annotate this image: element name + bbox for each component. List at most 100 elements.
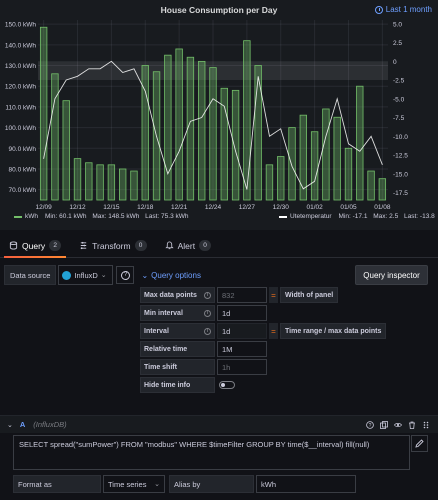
bar: [356, 85, 364, 201]
x-tick-label: 12/12: [69, 204, 86, 211]
y-right-tick-label: -12.5: [393, 153, 408, 160]
duplicate-icon[interactable]: [380, 420, 388, 429]
x-tick-label: 01/08: [374, 204, 391, 211]
bar: [310, 131, 319, 201]
y-left-tick-label: 90.0 kWh: [9, 146, 37, 153]
chart-legend: kWh Min: 60.1 kWh Max: 148.5 kWh Last: 7…: [0, 213, 438, 225]
legend-min-kwh: Min: 60.1 kWh: [45, 213, 87, 220]
y-left-tick-label: 140.0 kWh: [5, 42, 36, 49]
tab-transform[interactable]: Transform 0: [70, 234, 155, 258]
y-right-tick-label: -7.5: [393, 115, 405, 122]
bell-icon: [164, 241, 174, 250]
legend-last-kwh: Last: 75.3 kWh: [145, 213, 189, 220]
alias-by-input[interactable]: kWh: [256, 475, 356, 493]
hide-time-info-label: Hide time info: [144, 381, 191, 389]
query-options-toggle[interactable]: ⌄ Query options: [141, 271, 201, 280]
editor-tabs: Query 2 Transform 0 Alert 0: [0, 234, 438, 258]
info-icon[interactable]: i: [204, 327, 211, 335]
legend-item-kwh[interactable]: kWh Min: 60.1 kWh Max: 148.5 kWh Last: 7…: [14, 213, 189, 220]
datasource-label: Data source: [4, 265, 57, 285]
y-right-tick-label: -5.0: [393, 96, 405, 103]
raw-query-textarea[interactable]: SELECT spread("sumPower") FROM "modbus" …: [13, 435, 410, 470]
max-data-points-input[interactable]: 832: [217, 287, 267, 303]
query-inspector-button[interactable]: Query inspector: [355, 265, 428, 285]
help-icon[interactable]: ?: [366, 420, 374, 429]
min-interval-input[interactable]: 1d: [217, 305, 267, 321]
format-as-select[interactable]: Time series ⌄: [103, 475, 165, 493]
bar: [73, 158, 82, 201]
query-row-header[interactable]: ⌄ A (InfluxDB) ?: [0, 415, 438, 433]
bar: [344, 147, 353, 201]
option-interval: Interval i 1d = Time range / max data poi…: [140, 323, 387, 339]
bar: [378, 178, 387, 201]
query-datasource-name: (InfluxDB): [33, 420, 67, 429]
max-data-points-desc: Width of panel: [280, 287, 339, 303]
svg-text:?: ?: [369, 423, 372, 429]
x-tick-label: 01/05: [340, 204, 357, 211]
bar: [277, 156, 285, 201]
bar: [220, 87, 228, 201]
bar: [333, 116, 341, 201]
y-right-tick-label: -17.5: [393, 190, 408, 197]
tab-alert[interactable]: Alert 0: [156, 234, 220, 258]
bar: [367, 170, 375, 201]
x-tick-label: 12/27: [239, 204, 256, 211]
format-as-value: Time series: [108, 479, 147, 489]
bar: [141, 65, 149, 201]
clock-icon: [374, 5, 383, 14]
drag-handle-icon[interactable]: [422, 421, 430, 429]
chevron-down-icon[interactable]: ⌄: [7, 421, 13, 429]
y-left-tick-label: 120.0 kWh: [5, 84, 36, 91]
x-tick-label: 12/24: [205, 204, 222, 211]
max-data-points-label: Max data points: [144, 291, 197, 299]
time-shift-input[interactable]: 1h: [217, 359, 267, 375]
bar: [62, 100, 70, 201]
bar: [164, 54, 172, 201]
tab-alert-label: Alert: [177, 240, 196, 251]
relative-time-input[interactable]: 1M: [217, 341, 267, 357]
tab-query[interactable]: Query 2: [0, 234, 70, 258]
alias-by-label: Alias by: [169, 475, 254, 493]
tab-transform-count: 0: [134, 240, 147, 251]
y-right-tick-label: 0: [393, 59, 397, 66]
x-tick-label: 12/18: [137, 204, 154, 211]
threshold-band: [38, 61, 388, 80]
x-tick-label: 12/30: [273, 204, 290, 211]
toggle-edit-mode-button[interactable]: [411, 435, 428, 452]
y-left-tick-label: 150.0 kWh: [5, 22, 36, 29]
legend-item-temp[interactable]: Utetemperatur Min: -17.1 Max: 2.5 Last: …: [279, 213, 435, 220]
panel-resize-divider[interactable]: [0, 230, 438, 234]
option-relative-time: Relative time 1M: [140, 341, 267, 357]
legend-swatch-temp: [279, 215, 287, 218]
datasource-row: Data source InfluxD ⌄ ? ⌄ Query options: [4, 265, 201, 285]
legend-last-temp: Last: -13.8: [404, 213, 435, 220]
y-right-tick-label: 2.5: [393, 40, 402, 47]
trash-icon[interactable]: [408, 421, 416, 429]
legend-swatch-kwh: [14, 215, 22, 218]
bar: [198, 60, 206, 201]
consumption-chart: 150.0 kWh 140.0 kWh 130.0 kWh 120.0 kWh 110.…: [5, 20, 408, 211]
bar: [96, 164, 104, 201]
min-interval-label: Min interval: [144, 309, 183, 317]
panel-title: House Consumption per Day: [160, 5, 278, 15]
equals-sign: =: [269, 287, 278, 303]
info-icon[interactable]: i: [204, 291, 211, 299]
y-left-tick-label: 110.0 kWh: [5, 104, 36, 111]
option-time-shift: Time shift 1h: [140, 359, 267, 375]
time-range-picker[interactable]: Last 1 month: [374, 5, 432, 14]
tab-transform-label: Transform: [92, 240, 131, 251]
hide-time-info-toggle[interactable]: [219, 381, 235, 389]
datasource-help-button[interactable]: ?: [116, 266, 135, 284]
format-row: Format as Time series ⌄ Alias by kWh: [13, 475, 356, 493]
x-tick-label: 12/21: [171, 204, 188, 211]
info-icon[interactable]: i: [204, 309, 211, 317]
query-ref-id[interactable]: A: [19, 420, 26, 429]
tab-alert-count: 0: [199, 240, 212, 251]
time-shift-label: Time shift: [144, 363, 177, 371]
bar: [119, 168, 127, 201]
legend-name-temp: Utetemperatur: [290, 213, 332, 220]
datasource-picker[interactable]: InfluxD ⌄: [58, 265, 114, 285]
query-editor: Data source InfluxD ⌄ ? ⌄ Query options …: [0, 259, 438, 500]
interval-desc: Time range / max data points: [280, 323, 387, 339]
eye-icon[interactable]: [394, 421, 402, 429]
